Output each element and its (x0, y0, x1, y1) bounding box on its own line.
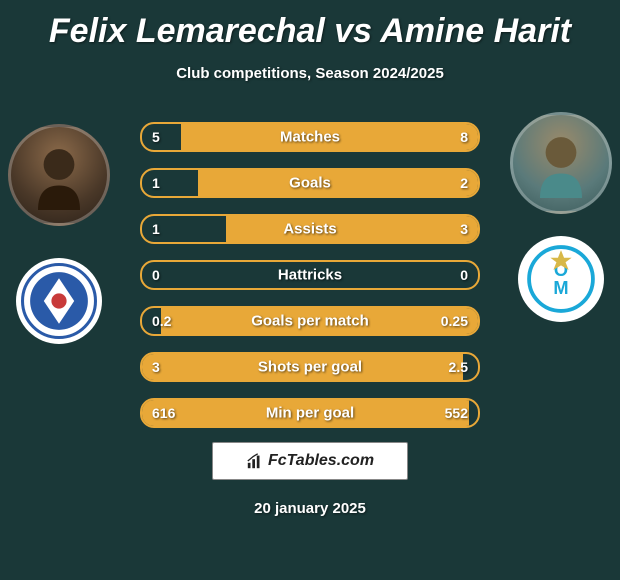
stat-row: 5 8 Matches (140, 122, 480, 152)
club-left-badge (16, 258, 102, 344)
stats-container: 58Matches12Goals13Assists00Hattricks0.20… (140, 122, 480, 444)
stat-value-right: 2 (460, 175, 468, 191)
stat-label: Assists (283, 221, 336, 238)
stat-value-left: 5 (152, 129, 160, 145)
footer-date: 20 january 2025 (254, 500, 366, 517)
stat-bar-right (310, 170, 480, 196)
stat-value-right: 3 (460, 221, 468, 237)
stat-row: 0 0 Hattricks (140, 260, 480, 290)
stat-value-left: 0 (152, 267, 160, 283)
player-right-avatar (510, 112, 612, 214)
stat-value-left: 1 (152, 175, 160, 191)
stat-label: Hattricks (278, 267, 342, 284)
stat-value-right: 8 (460, 129, 468, 145)
club-crest-icon (21, 263, 97, 339)
svg-text:M: M (553, 277, 568, 298)
player-left-avatar (8, 124, 110, 226)
stat-label: Goals per match (251, 313, 369, 330)
stat-row: 3 2.5 Shots per goal (140, 352, 480, 382)
page-subtitle: Club competitions, Season 2024/2025 (0, 65, 620, 82)
stat-value-right: 0 (460, 267, 468, 283)
stat-label: Min per goal (266, 405, 354, 422)
club-crest-icon: O M (523, 241, 599, 317)
stat-value-left: 0.2 (152, 313, 171, 329)
stat-value-right: 2.5 (449, 359, 468, 375)
club-right-badge: O M (518, 236, 604, 322)
stat-row: 1 2 Goals (140, 168, 480, 198)
stat-value-left: 3 (152, 359, 160, 375)
footer-brand-text: FcTables.com (268, 452, 374, 470)
stat-value-left: 616 (152, 405, 175, 421)
stat-value-left: 1 (152, 221, 160, 237)
page-title: Felix Lemarechal vs Amine Harit (0, 0, 620, 51)
footer-brand-badge: FcTables.com (212, 442, 408, 480)
chart-icon (246, 452, 264, 470)
stat-label: Shots per goal (258, 359, 362, 376)
player-silhouette-icon (24, 140, 94, 210)
stat-label: Matches (280, 129, 340, 146)
stat-row: 0.2 0.25 Goals per match (140, 306, 480, 336)
stat-value-right: 0.25 (441, 313, 468, 329)
stat-row: 1 3 Assists (140, 214, 480, 244)
stat-row: 616 552 Min per goal (140, 398, 480, 428)
stat-label: Goals (289, 175, 331, 192)
stat-value-right: 552 (445, 405, 468, 421)
player-silhouette-icon (526, 128, 596, 198)
